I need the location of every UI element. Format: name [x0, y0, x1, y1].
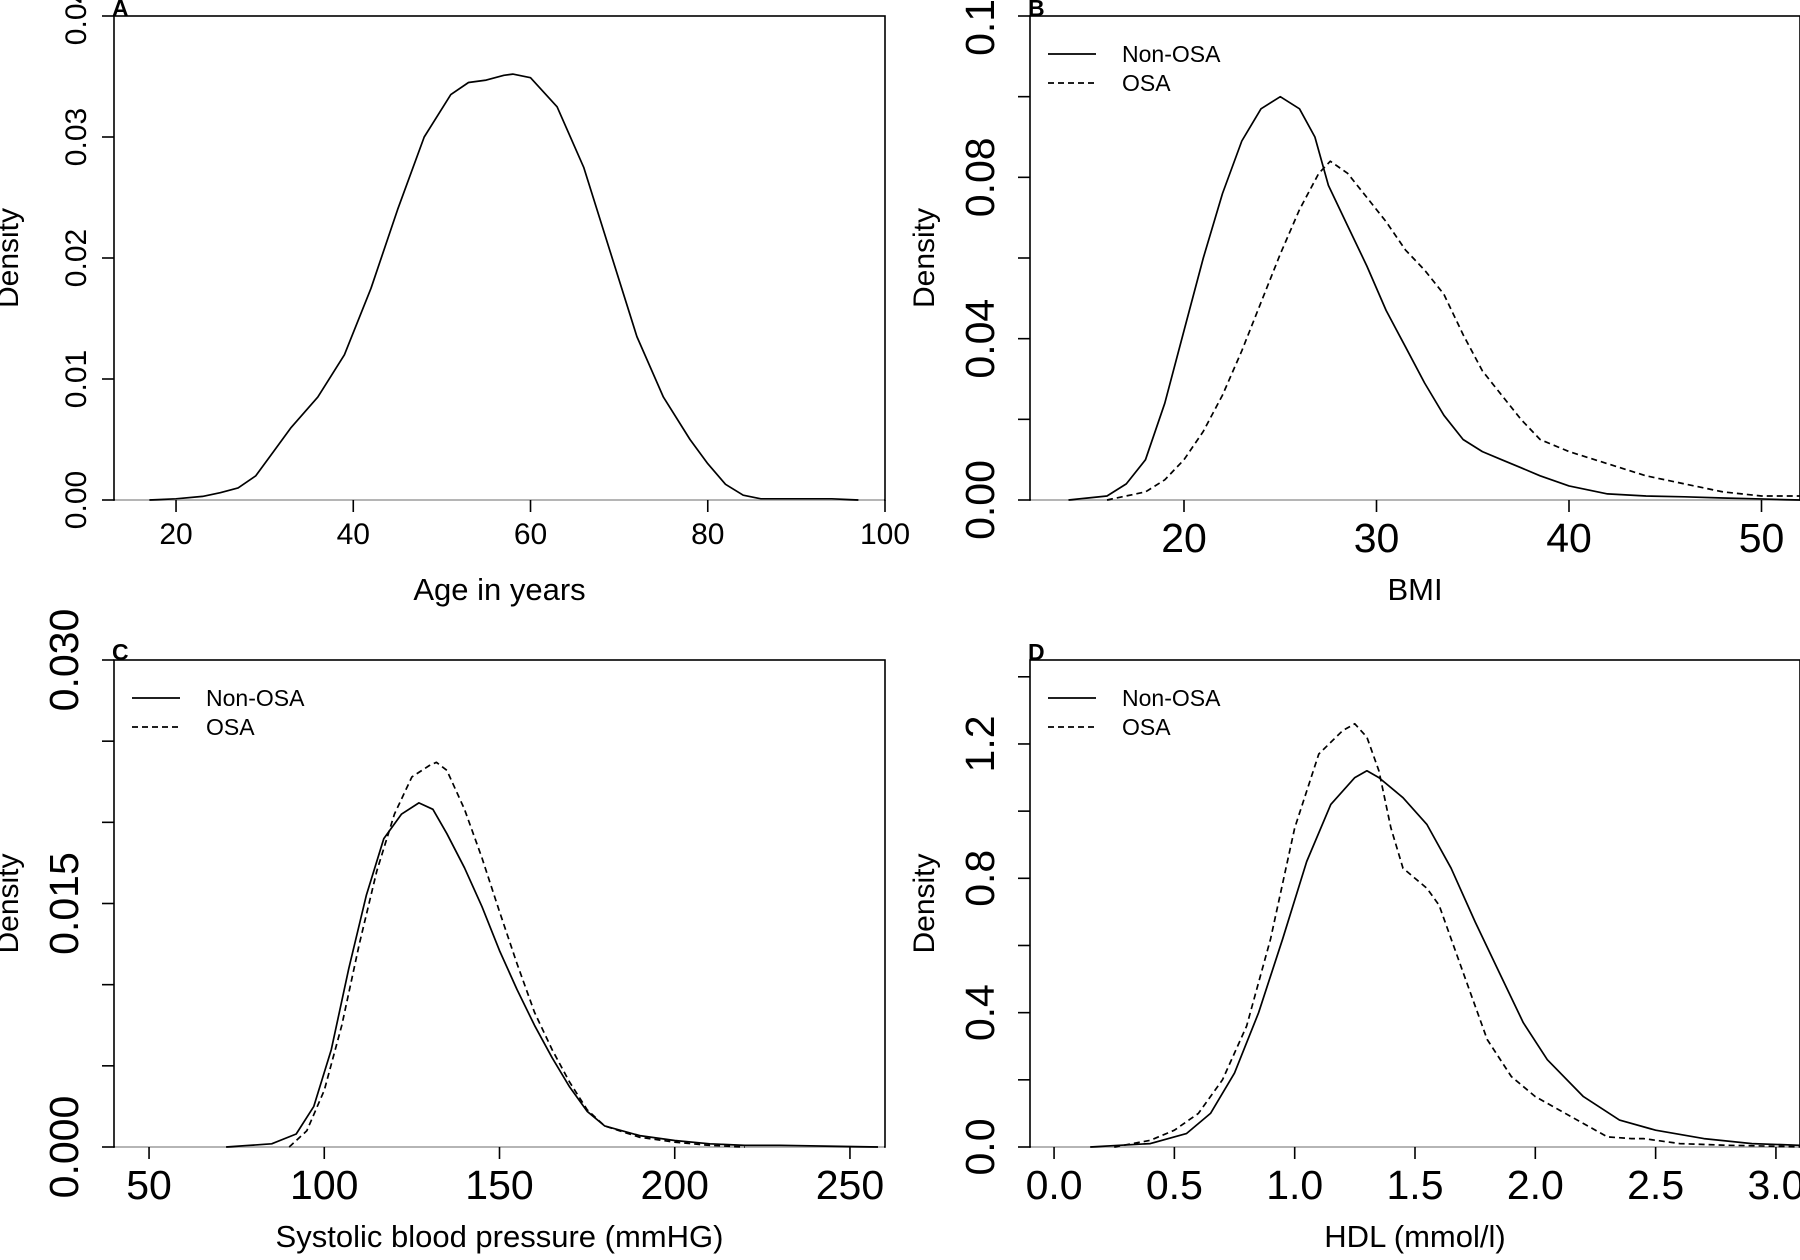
series-line-non-osa	[226, 802, 879, 1148]
x-tick-label: 2.0	[1507, 1162, 1564, 1208]
panel-letter: D	[1028, 639, 1045, 665]
y-tick-label: 0.4	[957, 984, 1003, 1041]
x-tick-label: 3.0	[1747, 1162, 1800, 1208]
y-tick-label: 0.01	[60, 350, 93, 408]
y-axis-title: Density	[0, 208, 25, 308]
panel-b: B20 30 40 500.000.040.080.12BMIDensityNon-O…	[908, 0, 1800, 607]
y-tick-label: 1.2	[957, 715, 1003, 772]
y-tick-label: 0.00	[957, 460, 1003, 540]
y-tick-label: 0.015	[41, 852, 87, 955]
y-tick-label: 0.02	[60, 229, 93, 287]
y-axis-title: Density	[908, 853, 941, 953]
x-tick-label: 40	[1546, 515, 1592, 561]
y-axis-title: Density	[0, 853, 25, 953]
x-axis-title: HDL (mmol/l)	[1324, 1219, 1505, 1254]
x-tick-label: 40	[337, 518, 370, 551]
x-tick-label: 200	[641, 1162, 709, 1208]
plot-frame	[113, 15, 886, 501]
y-tick-label: 0.0	[957, 1119, 1003, 1176]
x-tick-label: 50	[1739, 515, 1785, 561]
legend-label: Non-OSA	[206, 685, 305, 711]
x-tick-label: 80	[691, 518, 724, 551]
y-tick-label: 0.04	[60, 0, 93, 45]
legend-label: OSA	[1122, 70, 1171, 96]
series-line-osa	[1106, 160, 1800, 501]
series-line-osa	[288, 761, 745, 1148]
y-tick-label: 0.030	[41, 609, 87, 712]
x-tick-label: 100	[860, 518, 910, 551]
y-tick-label: 0.08	[957, 137, 1003, 217]
x-tick-label: 50	[126, 1162, 172, 1208]
x-axis-title: Systolic blood pressure (mmHG)	[276, 1219, 724, 1254]
x-tick-label: 0.5	[1146, 1162, 1203, 1208]
x-tick-label: 0.0	[1026, 1162, 1083, 1208]
series-line-osa	[1114, 722, 1800, 1148]
y-axis-title: Density	[908, 208, 941, 308]
x-tick-label: 30	[1354, 515, 1400, 561]
y-tick-label: 0.8	[957, 850, 1003, 907]
y-tick-label: 0.03	[60, 108, 93, 166]
x-axis-title: Age in years	[413, 572, 585, 607]
x-tick-label: 2.5	[1627, 1162, 1684, 1208]
y-tick-label: 0.04	[957, 299, 1003, 379]
x-tick-label: 100	[290, 1162, 358, 1208]
legend-label: Non-OSA	[1122, 685, 1221, 711]
y-tick-label: 0.12	[957, 0, 1003, 56]
legend-label: OSA	[1122, 714, 1171, 740]
y-tick-label: 0.00	[60, 471, 93, 529]
panel-letter: C	[112, 639, 129, 665]
panel-c: C 50 100 150 200 250 0.000 0.015 0.030 Systolic b…	[0, 609, 886, 1254]
legend-label: Non-OSA	[1122, 41, 1221, 67]
x-tick-label: 150	[465, 1162, 533, 1208]
series-line-non-osa	[1090, 769, 1800, 1148]
x-tick-label: 60	[514, 518, 547, 551]
x-tick-label: 20	[159, 518, 192, 551]
x-tick-label: 1.0	[1266, 1162, 1323, 1208]
y-tick-label: 0.000	[41, 1096, 87, 1199]
x-axis-title: BMI	[1387, 572, 1442, 607]
series-line-density	[149, 73, 859, 501]
series-line-non-osa	[1068, 95, 1800, 501]
x-tick-label: 1.5	[1387, 1162, 1444, 1208]
x-tick-label: 250	[816, 1162, 884, 1208]
legend-label: OSA	[206, 714, 255, 740]
x-tick-label: 20	[1161, 515, 1207, 561]
panel-d: D 0.0 0.5 1.0 1.5 2.0 2.5 3.0 0.0 0.4 0.8 1.2 HDL (m…	[908, 639, 1800, 1254]
